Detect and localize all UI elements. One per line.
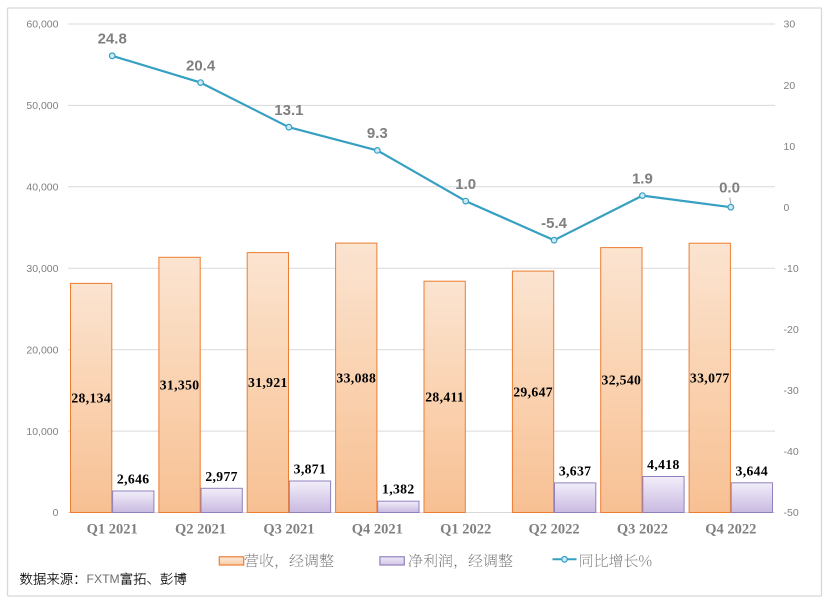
svg-text:-50: -50 <box>784 507 799 519</box>
svg-text:Q4 2021: Q4 2021 <box>352 522 403 538</box>
svg-text:Q4 2022: Q4 2022 <box>705 522 756 538</box>
svg-text:3,871: 3,871 <box>294 462 327 477</box>
svg-text:10,000: 10,000 <box>26 426 58 438</box>
svg-text:Q2 2021: Q2 2021 <box>175 522 226 538</box>
svg-text:28,134: 28,134 <box>71 391 111 406</box>
svg-text:30,000: 30,000 <box>26 263 58 275</box>
svg-text:30: 30 <box>784 19 796 31</box>
svg-text:2,646: 2,646 <box>117 472 150 487</box>
svg-text:24.8: 24.8 <box>98 31 127 48</box>
svg-text:20.4: 20.4 <box>186 57 216 74</box>
svg-text:-40: -40 <box>784 446 799 458</box>
svg-text:-20: -20 <box>784 324 799 336</box>
svg-text:33,088: 33,088 <box>336 370 376 385</box>
svg-text:0: 0 <box>784 202 790 214</box>
svg-text:13.1: 13.1 <box>274 102 303 119</box>
svg-text:-10: -10 <box>784 263 799 275</box>
svg-text:-30: -30 <box>784 385 799 397</box>
svg-text:Q3 2021: Q3 2021 <box>263 522 314 538</box>
svg-text:FXTM: FXTM <box>87 572 120 586</box>
svg-text:4,418: 4,418 <box>647 457 680 472</box>
svg-text:0: 0 <box>53 507 59 519</box>
svg-text:2,977: 2,977 <box>205 469 238 484</box>
svg-text:1.9: 1.9 <box>632 170 653 187</box>
svg-text:Q2 2022: Q2 2022 <box>529 522 580 538</box>
svg-text:20,000: 20,000 <box>26 344 58 356</box>
svg-text:0.0: 0.0 <box>719 180 740 197</box>
svg-text:1,382: 1,382 <box>382 482 415 497</box>
svg-text:31,921: 31,921 <box>248 375 288 390</box>
svg-text:33,077: 33,077 <box>690 370 730 385</box>
svg-text:3,644: 3,644 <box>736 463 769 478</box>
svg-text:20: 20 <box>784 80 796 92</box>
svg-text:Q1 2022: Q1 2022 <box>440 522 491 538</box>
svg-text:-5.4: -5.4 <box>541 215 568 232</box>
svg-text:1.0: 1.0 <box>455 176 476 193</box>
svg-text:31,350: 31,350 <box>160 378 200 393</box>
svg-text:32,540: 32,540 <box>602 373 642 388</box>
svg-text:40,000: 40,000 <box>26 182 58 194</box>
svg-text:Q1 2021: Q1 2021 <box>87 522 138 538</box>
svg-text:10: 10 <box>784 141 796 153</box>
svg-text:9.3: 9.3 <box>367 125 388 142</box>
svg-text:60,000: 60,000 <box>26 19 58 31</box>
svg-text:29,647: 29,647 <box>513 384 553 399</box>
svg-text:50,000: 50,000 <box>26 100 58 112</box>
svg-text:Q3 2022: Q3 2022 <box>617 522 668 538</box>
svg-text:3,637: 3,637 <box>559 463 592 478</box>
svg-text:28,411: 28,411 <box>425 389 464 404</box>
